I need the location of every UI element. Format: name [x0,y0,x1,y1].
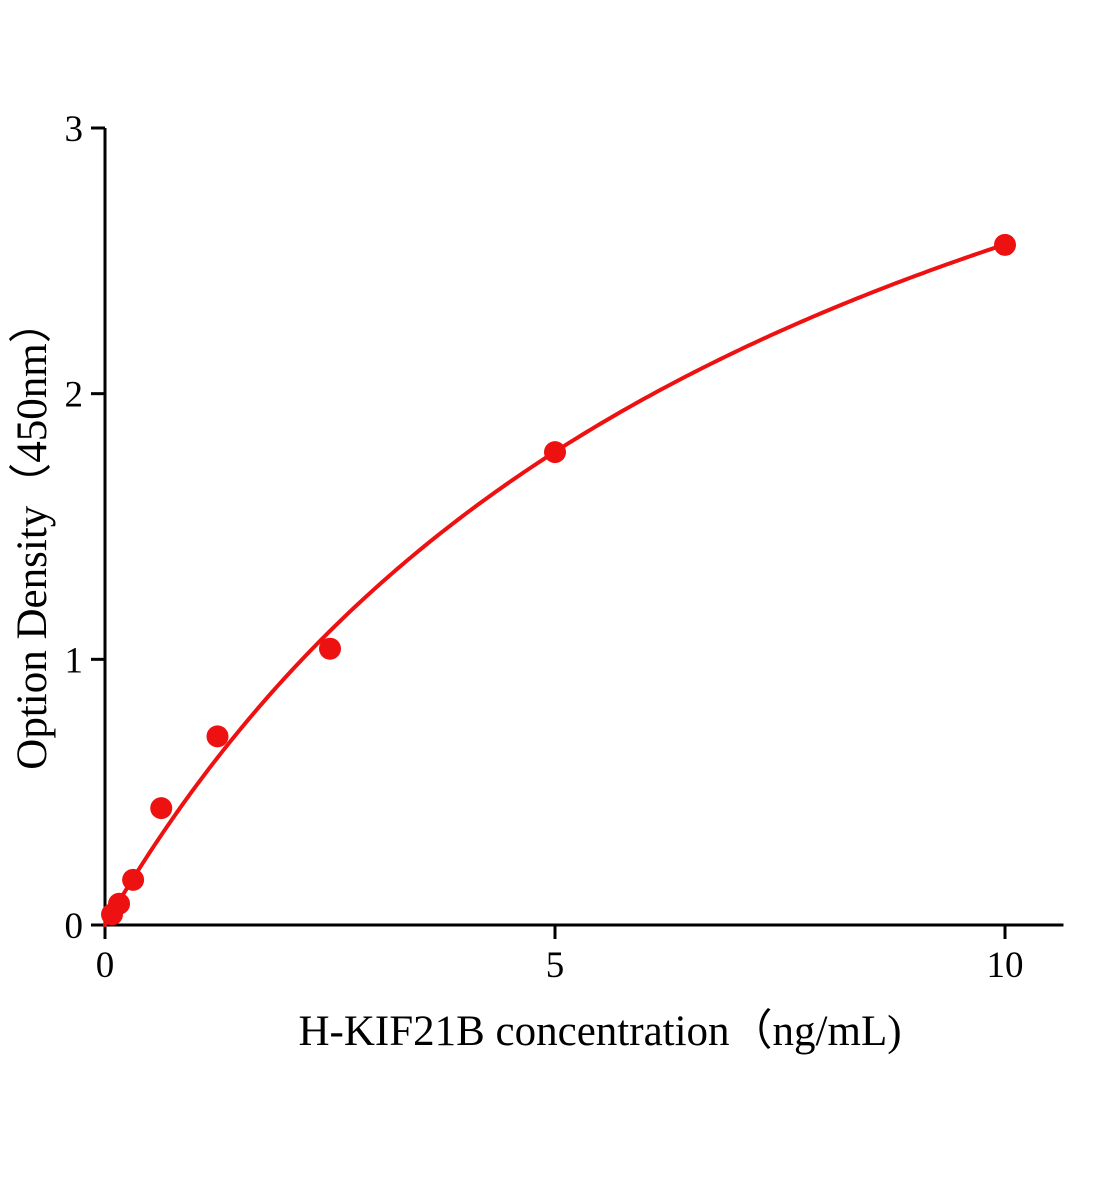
fit-curve [103,242,1007,927]
data-point [122,868,145,891]
data-point [206,725,229,748]
x-tick-label: 10 [987,945,1024,986]
x-tick-label: 5 [546,945,565,986]
y-axis-title: Option Density（450nm） [9,300,56,769]
y-tick-label: 1 [65,640,84,681]
y-tick-label: 2 [65,375,84,416]
y-tick-label: 3 [65,109,84,150]
data-point [994,233,1016,256]
data-point [150,797,173,820]
data-point [319,637,341,660]
x-axis-title: H-KIF21B concentration（ng/mL) [298,1008,901,1055]
data-point [544,441,566,464]
y-tick-label: 0 [65,906,84,947]
data-point [108,892,131,915]
x-tick-label: 0 [96,945,115,986]
